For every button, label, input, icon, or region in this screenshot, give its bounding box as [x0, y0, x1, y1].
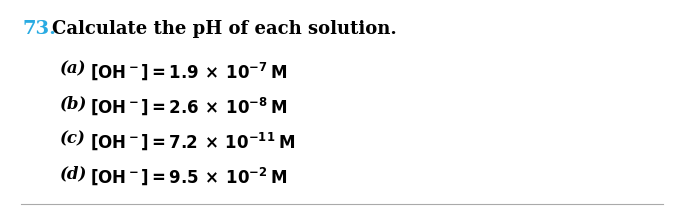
Text: $\mathbf{[OH^-] = 7.2\:\times\:10^{-11}\:M}$: $\mathbf{[OH^-] = 7.2\:\times\:10^{-11}\…	[90, 130, 295, 152]
Text: 73.: 73.	[23, 20, 57, 38]
Text: Calculate the pH of each solution.: Calculate the pH of each solution.	[52, 20, 397, 38]
Text: (d): (d)	[60, 165, 88, 182]
Text: $\mathbf{[OH^-] = 2.6\:\times\:10^{-8}\:M}$: $\mathbf{[OH^-] = 2.6\:\times\:10^{-8}\:…	[90, 95, 288, 117]
Text: (b): (b)	[60, 95, 88, 112]
Text: $\mathbf{[OH^-] = 1.9\:\times\:10^{-7}\:M}$: $\mathbf{[OH^-] = 1.9\:\times\:10^{-7}\:…	[90, 60, 288, 81]
Text: (c): (c)	[60, 130, 86, 147]
Text: $\mathbf{[OH^-] = 9.5\:\times\:10^{-2}\:M}$: $\mathbf{[OH^-] = 9.5\:\times\:10^{-2}\:…	[90, 165, 288, 186]
Text: (a): (a)	[60, 60, 86, 77]
